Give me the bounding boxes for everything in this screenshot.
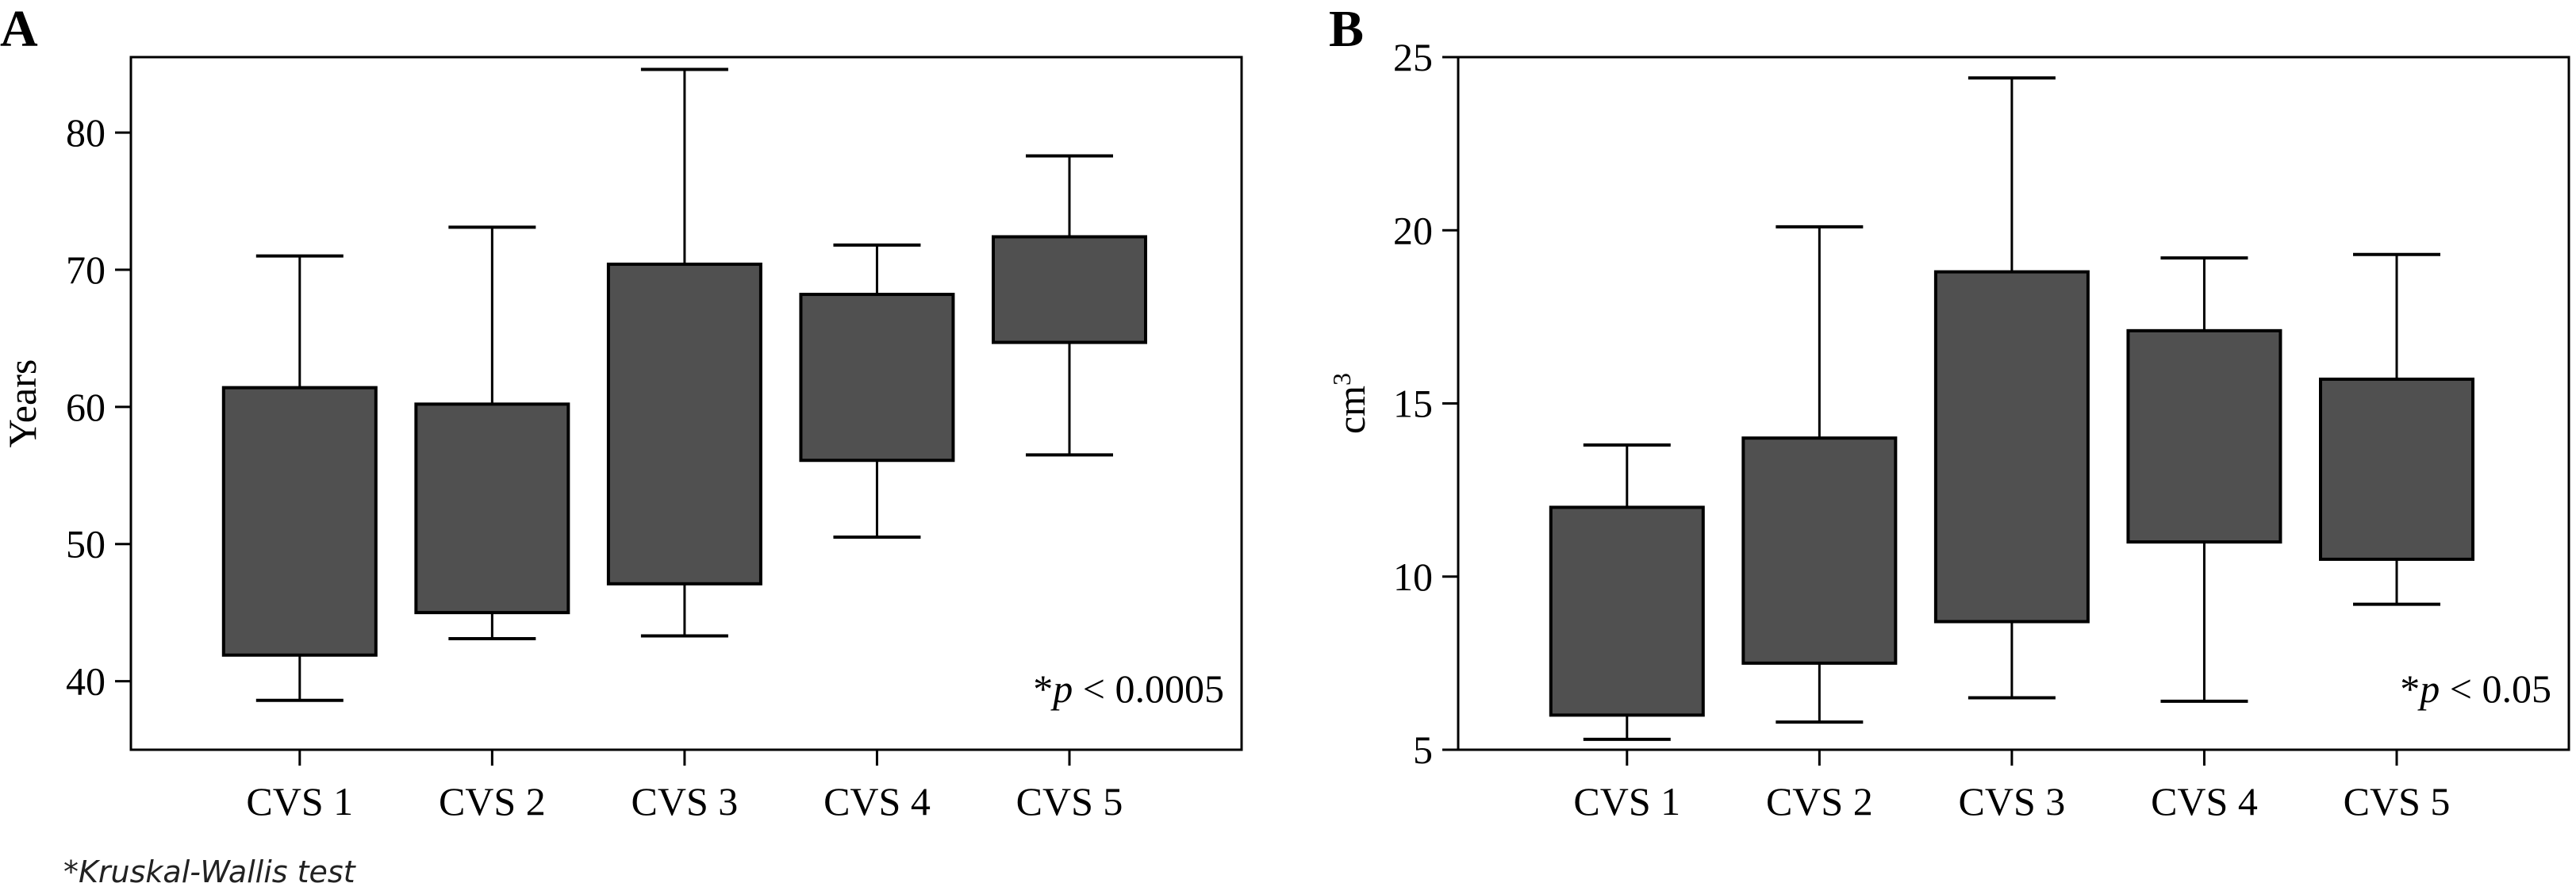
x-tick-label: CVS 2 (439, 779, 546, 824)
iqr-box (1933, 270, 2090, 624)
box-group: CVS 3 (606, 67, 762, 824)
box-group: CVS 3 (1933, 76, 2090, 824)
p-value-asterisk: * (1033, 666, 1053, 711)
x-tick-label: CVS 2 (1766, 779, 1873, 824)
x-tick-label: CVS 5 (2344, 779, 2451, 824)
box-group: CVS 5 (2319, 252, 2474, 824)
x-tick-label: CVS 4 (823, 779, 931, 824)
y-tick-label: 80 (66, 110, 106, 155)
y-axis-title: Years (0, 359, 44, 448)
footnote: *Kruskal-Wallis test (63, 854, 357, 887)
p-value-asterisk: * (2400, 666, 2420, 711)
y-axis-title-superscript: 3 (1327, 373, 1356, 386)
iqr-box (221, 386, 378, 657)
iqr-box (799, 293, 955, 463)
panel-label: B (1329, 0, 1364, 58)
box-group: CVS 2 (1741, 225, 1898, 824)
y-tick-label: 10 (1393, 555, 1433, 599)
iqr-box (2319, 377, 2474, 561)
y-tick-label: 70 (66, 248, 106, 292)
x-tick-label: CVS 4 (2151, 779, 2258, 824)
iqr-box (1741, 436, 1898, 665)
p-value-annotation: *p < 0.05 (2400, 666, 2551, 711)
iqr-box (414, 402, 570, 615)
x-tick-label: CVS 3 (1959, 779, 2066, 824)
panel-label: A (0, 0, 38, 58)
p-value-text: < 0.05 (2440, 666, 2551, 711)
y-tick-label: 40 (66, 659, 106, 704)
box-group: CVS 4 (2126, 256, 2282, 824)
p-value-symbol: p (2417, 666, 2440, 711)
x-tick-label: CVS 1 (246, 779, 353, 824)
y-tick-label: 20 (1393, 208, 1433, 252)
y-tick-label: 5 (1413, 728, 1433, 772)
y-tick-label: 15 (1393, 382, 1433, 426)
y-tick-label: 50 (66, 522, 106, 566)
iqr-box (606, 263, 762, 586)
box-group: CVS 4 (799, 243, 955, 824)
y-axis-title: cm3 (1327, 373, 1373, 434)
x-tick-label: CVS 1 (1573, 779, 1680, 824)
x-tick-label: CVS 5 (1016, 779, 1123, 824)
p-value-symbol: p (1050, 666, 1073, 711)
iqr-box (2126, 328, 2282, 544)
y-tick-label: 60 (66, 385, 106, 429)
box-group: CVS 1 (221, 254, 378, 824)
box-group: CVS 1 (1549, 443, 1705, 824)
y-axis-title-text: cm (1329, 386, 1373, 434)
y-tick-label: 25 (1393, 35, 1433, 79)
plot-frame (129, 56, 1243, 751)
iqr-box (1549, 505, 1705, 717)
x-tick-label: CVS 3 (632, 779, 739, 824)
y-axis-title-text: Years (0, 359, 44, 448)
box-group: CVS 2 (414, 225, 570, 824)
iqr-box (992, 235, 1147, 344)
p-value-annotation: *p < 0.0005 (1033, 666, 1224, 711)
p-value-text: < 0.0005 (1073, 666, 1224, 711)
box-group: CVS 5 (992, 154, 1147, 824)
panel-a: A 40 50 60 70 80 Years CVS 1 CVS 2 CVS 3 CVS 4 CVS … (0, 0, 1243, 824)
panel-b: B 5 10 15 20 25 cm3 CVS 1 CVS 2 CVS 3 CVS 4 CVS 5 *p… (1327, 0, 2570, 824)
